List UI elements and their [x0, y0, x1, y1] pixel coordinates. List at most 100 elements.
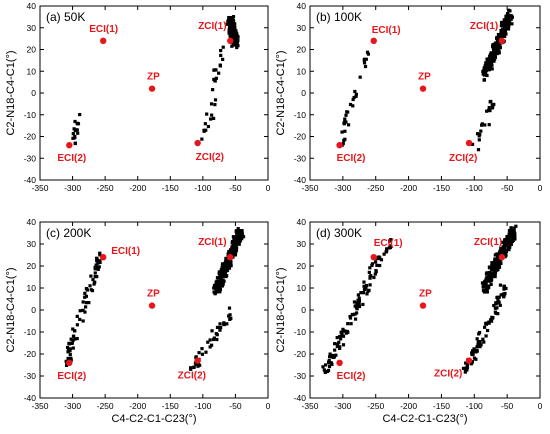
- scatter-point: [498, 303, 502, 307]
- scatter-point: [495, 264, 499, 268]
- y-tick-label: 40: [27, 1, 37, 11]
- scatter-point: [236, 227, 240, 231]
- scatter-point: [512, 234, 516, 238]
- scatter-point: [489, 282, 493, 286]
- scatter-point: [75, 336, 79, 341]
- reference-label: ECI(1): [89, 24, 118, 35]
- scatter-point: [500, 21, 505, 26]
- scatter-point: [353, 304, 357, 308]
- scatter-point: [237, 242, 241, 246]
- scatter-point: [93, 265, 97, 270]
- scatter-point: [508, 18, 512, 22]
- scatter-point: [363, 64, 368, 69]
- scatter-point: [94, 263, 98, 267]
- scatter-point: [219, 273, 223, 277]
- scatter-point: [214, 289, 218, 293]
- x-tick-label: 0: [266, 401, 271, 411]
- scatter-point: [488, 57, 492, 61]
- scatter-point: [220, 284, 225, 288]
- scatter-point: [73, 119, 77, 124]
- scatter-point: [217, 272, 221, 276]
- scatter-point: [485, 290, 489, 294]
- scatter-point: [341, 141, 345, 146]
- scatter-point: [485, 328, 490, 333]
- scatter-point: [469, 362, 473, 366]
- scatter-point: [362, 58, 366, 63]
- y-tick-label: 30: [297, 23, 307, 33]
- reference-point: [465, 357, 473, 364]
- scatter-point: [346, 110, 350, 114]
- scatter-point: [235, 230, 240, 234]
- scatter-point: [470, 142, 475, 146]
- scatter-point: [352, 300, 357, 304]
- scatter-point: [465, 362, 469, 367]
- scatter-point: [476, 148, 481, 152]
- scatter-point: [73, 141, 77, 146]
- scatter-point: [338, 334, 342, 339]
- scatter-point: [326, 368, 331, 373]
- scatter-point: [78, 309, 82, 313]
- scatter-point: [323, 370, 328, 374]
- y-tick-label: -40: [294, 393, 307, 403]
- y-tick-label: -10: [294, 110, 307, 120]
- y-axis-title: C2-N18-C4-C1(°): [5, 267, 17, 352]
- y-axis-title: C2-N18-C4-C1(°): [275, 267, 287, 352]
- scatter-point: [481, 337, 485, 341]
- scatter-point: [364, 57, 368, 61]
- reference-point: [148, 85, 156, 92]
- scatter-point: [227, 306, 232, 310]
- reference-point: [227, 37, 234, 44]
- scatter-point: [235, 45, 239, 50]
- scatter-point: [72, 329, 77, 333]
- scatter-point: [495, 260, 499, 264]
- scatter-point: [233, 253, 238, 257]
- y-tick-label: -10: [24, 110, 37, 120]
- scatter-point: [224, 274, 228, 279]
- scatter-point: [506, 27, 511, 31]
- scatter-point: [378, 256, 382, 260]
- y-tick-label: 30: [27, 239, 37, 249]
- scatter-point: [340, 130, 344, 134]
- scatter-point: [338, 346, 342, 351]
- scatter-point: [71, 327, 75, 331]
- scatter-point: [505, 11, 510, 16]
- scatter-point: [503, 243, 507, 247]
- scatter-point: [356, 298, 360, 302]
- scatter-point: [234, 241, 238, 245]
- scatter-point: [71, 132, 75, 136]
- scatter-point: [231, 15, 236, 19]
- scatter-point: [333, 342, 337, 346]
- scatter-point: [373, 272, 377, 276]
- scatter-point: [224, 256, 228, 261]
- scatter-point: [482, 340, 486, 344]
- scatter-point: [494, 46, 498, 51]
- scatter-point: [344, 113, 348, 117]
- reference-point: [498, 254, 506, 261]
- scatter-point: [208, 345, 212, 349]
- scatter-point: [379, 258, 384, 262]
- scatter-point: [503, 253, 507, 257]
- scatter-point: [224, 262, 228, 267]
- scatter-point: [220, 278, 224, 283]
- scatter-point: [508, 234, 512, 238]
- scatter-point: [359, 291, 363, 295]
- reference-label: ECI(1): [372, 25, 401, 36]
- panel-2: -350 -300 -250 -200 -150 -100 -50 0-40-30-20-10…: [275, 1, 543, 193]
- scatter-point: [348, 316, 353, 320]
- scatter-point: [495, 36, 499, 40]
- scatter-point: [210, 343, 214, 347]
- scatter-point: [97, 265, 101, 269]
- panel-title: (c) 200K: [46, 226, 91, 240]
- scatter-point: [487, 265, 491, 269]
- scatter-point: [228, 248, 233, 252]
- scatter-point: [225, 22, 229, 26]
- scatter-point: [354, 94, 358, 99]
- y-tick-label: 40: [27, 217, 37, 227]
- scatter-point: [83, 291, 87, 295]
- scatter-point: [78, 112, 82, 117]
- scatter-point: [189, 367, 193, 371]
- scatter-point: [507, 248, 511, 252]
- scatter-point: [493, 266, 497, 270]
- scatter-point: [474, 357, 478, 361]
- scatter-point: [227, 314, 231, 318]
